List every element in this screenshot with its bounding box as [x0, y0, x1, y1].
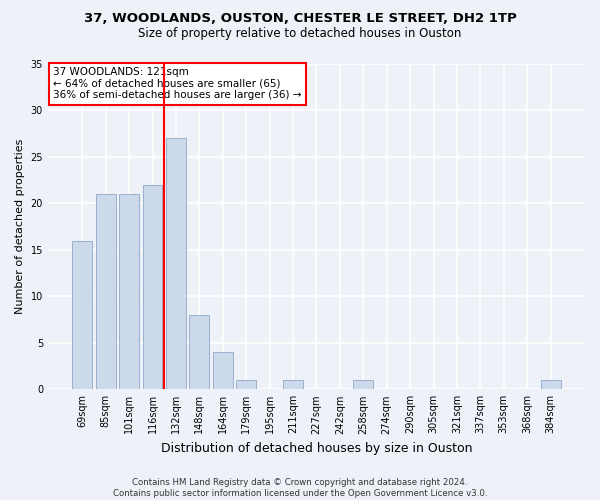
Text: Size of property relative to detached houses in Ouston: Size of property relative to detached ho… — [139, 28, 461, 40]
Text: 37 WOODLANDS: 121sqm
← 64% of detached houses are smaller (65)
36% of semi-detac: 37 WOODLANDS: 121sqm ← 64% of detached h… — [53, 68, 302, 100]
Bar — [166, 138, 186, 390]
Bar — [73, 240, 92, 390]
Y-axis label: Number of detached properties: Number of detached properties — [15, 139, 25, 314]
Bar — [353, 380, 373, 390]
Bar — [119, 194, 139, 390]
Bar — [143, 185, 163, 390]
Bar — [283, 380, 303, 390]
Bar — [190, 315, 209, 390]
Bar — [541, 380, 560, 390]
X-axis label: Distribution of detached houses by size in Ouston: Distribution of detached houses by size … — [161, 442, 472, 455]
Bar — [96, 194, 116, 390]
Bar — [236, 380, 256, 390]
Text: 37, WOODLANDS, OUSTON, CHESTER LE STREET, DH2 1TP: 37, WOODLANDS, OUSTON, CHESTER LE STREET… — [83, 12, 517, 26]
Bar — [213, 352, 233, 390]
Text: Contains HM Land Registry data © Crown copyright and database right 2024.
Contai: Contains HM Land Registry data © Crown c… — [113, 478, 487, 498]
